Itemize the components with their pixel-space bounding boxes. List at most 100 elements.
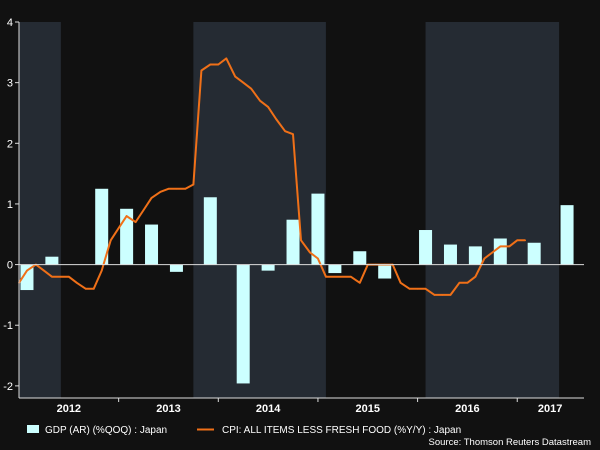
cpi-point-10: [100, 269, 103, 272]
cpi-point-4: [51, 275, 53, 278]
cpi-point-7: [75, 281, 78, 284]
cpi-point-60: [516, 239, 519, 242]
gdp-bar-1: [45, 256, 59, 265]
cpi-point-52: [449, 294, 452, 296]
y-tick-label-0: 4: [7, 17, 13, 29]
gdp-bar-5: [169, 264, 183, 272]
x-tick-label-0: 2012: [57, 403, 81, 415]
cpi-point-25: [225, 57, 228, 60]
cpi-point-50: [433, 294, 436, 296]
gdp-bar-2: [95, 188, 109, 265]
cpi-point-38: [334, 275, 336, 278]
gdp-bar-7: [236, 264, 250, 384]
cpi-point-47: [408, 288, 411, 290]
legend-gdp-label: GDP (AR) (%QOQ) : Japan: [45, 425, 167, 436]
legend: GDP (AR) (%QOQ) : Japan CPI: ALL ITEMS L…: [27, 425, 461, 436]
gdp-bar-9: [286, 219, 300, 265]
axes: [18, 22, 584, 399]
cpi-point-27: [242, 81, 245, 84]
cpi-point-20: [184, 187, 187, 190]
x-tick-label-3: 2015: [356, 403, 380, 415]
y-tick-label-2: 2: [7, 138, 13, 150]
x-tick-label-4: 2016: [455, 403, 479, 415]
cpi-point-15: [142, 209, 145, 211]
cpi-point-56: [483, 257, 486, 260]
gdp-bar-17: [493, 238, 507, 265]
gdp-bar-11: [328, 264, 342, 274]
cpi-point-32: [284, 130, 286, 132]
cpi-point-14: [134, 221, 137, 223]
cpi-point-31: [275, 118, 277, 120]
cpi-point-51: [441, 294, 444, 296]
cpi-point-23: [209, 63, 212, 66]
gdp-bar-4: [145, 224, 159, 265]
x-tick-label-1: 2013: [156, 403, 180, 415]
cpi-point-16: [150, 197, 153, 199]
cpi-point-40: [350, 275, 352, 278]
cpi-point-36: [317, 257, 319, 260]
gdp-bar-18: [527, 242, 541, 265]
gdp-bar-12: [353, 251, 367, 265]
cpi-point-8: [84, 288, 87, 290]
gdp-bar-15: [443, 244, 457, 265]
cpi-point-11: [109, 239, 112, 242]
cpi-point-21: [192, 183, 195, 186]
cpi-point-13: [125, 215, 128, 217]
cpi-point-30: [267, 106, 269, 108]
y-tick-label-3: 1: [7, 199, 13, 211]
legend-bar-swatch: [27, 425, 39, 433]
cpi-point-46: [399, 281, 402, 284]
cpi-point-34: [300, 239, 302, 242]
shaded-band-2: [425, 22, 560, 398]
cpi-point-5: [60, 275, 62, 278]
cpi-point-37: [325, 275, 327, 278]
y-tick-label-4: 0: [7, 260, 13, 272]
y-axis-ticks: 4 3 2 1 0 -1 -2: [3, 17, 19, 393]
cpi-point-9: [92, 288, 95, 290]
cpi-point-17: [159, 191, 162, 193]
cpi-point-58: [499, 245, 502, 248]
cpi-point-3: [43, 269, 45, 272]
cpi-point-19: [175, 187, 178, 190]
x-tick-label-5: 2017: [538, 403, 562, 415]
cpi-point-28: [250, 87, 252, 90]
shaded-year-bands: [19, 22, 560, 398]
cpi-point-22: [200, 69, 203, 72]
shaded-band-0: [19, 22, 61, 398]
cpi-point-55: [474, 275, 477, 278]
gdp-bar-6: [203, 197, 217, 265]
cpi-point-41: [358, 281, 361, 284]
cpi-point-39: [342, 275, 344, 278]
cpi-point-59: [508, 245, 511, 248]
y-tick-label-5: -1: [3, 320, 13, 332]
y-tick-label-6: -2: [3, 381, 13, 393]
cpi-point-61: [524, 239, 527, 242]
legend-cpi-label: CPI: ALL ITEMS LESS FRESH FOOD (%Y/Y) : …: [222, 425, 461, 436]
cpi-point-49: [424, 288, 427, 290]
cpi-point-26: [234, 75, 237, 78]
cpi-point-29: [259, 100, 261, 102]
cpi-point-53: [458, 281, 461, 284]
cpi-point-1: [26, 269, 28, 272]
cpi-point-48: [416, 288, 419, 290]
gdp-bar-14: [419, 230, 433, 265]
cpi-line: [18, 57, 526, 296]
cpi-point-33: [292, 133, 294, 135]
gdp-bar-10: [311, 193, 325, 265]
gdp-bar-8: [261, 264, 275, 271]
y-tick-label-1: 3: [7, 78, 13, 90]
source-note: Source: Thomson Reuters Datastream: [429, 437, 592, 448]
cpi-point-18: [167, 187, 170, 190]
cpi-point-54: [466, 281, 469, 284]
cpi-point-6: [68, 275, 70, 278]
cpi-point-12: [117, 227, 120, 229]
gdp-bar-0: [20, 264, 34, 291]
gdp-bar-19: [560, 205, 574, 265]
gdp-bars: [20, 188, 574, 384]
gdp-bar-16: [468, 246, 482, 265]
x-axis-labels: 2012 2013 2014 2015 2016 2017: [57, 398, 562, 415]
cpi-point-24: [217, 63, 220, 66]
gdp-bar-13: [378, 264, 392, 279]
